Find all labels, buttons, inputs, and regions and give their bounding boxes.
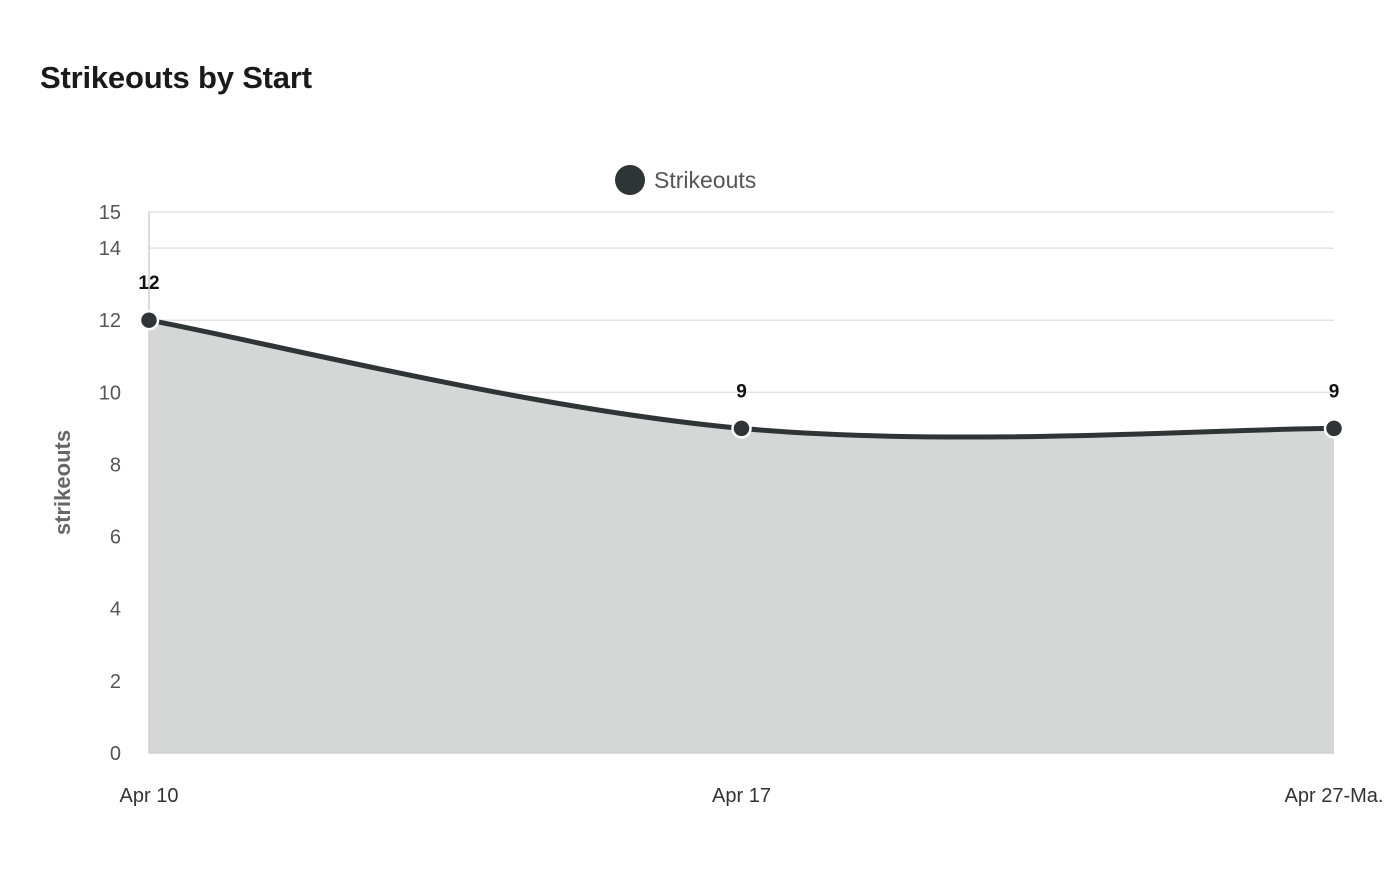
chart-title: Strikeouts by Start	[40, 60, 312, 95]
series-area-strikeouts	[149, 320, 1334, 753]
data-point[interactable]	[1323, 418, 1345, 439]
x-tick-label: Apr 17	[712, 785, 771, 807]
y-tick-label: 4	[110, 599, 121, 621]
data-label: 9	[1329, 381, 1340, 402]
data-point[interactable]	[138, 309, 160, 331]
y-tick-label: 15	[99, 202, 121, 224]
legend-label: Strikeouts	[654, 167, 756, 193]
data-labels: 12 9 9	[138, 273, 1339, 402]
x-tick-label: Apr 10	[120, 785, 179, 807]
legend-marker	[615, 165, 645, 195]
y-axis-title: strikeouts	[50, 430, 75, 535]
axes: 0 2 4 6 8 10 12 14 15 strikeouts Apr 10 Apr 17 Apr 2…	[50, 202, 1383, 807]
y-tick-label: 0	[110, 743, 121, 765]
data-point[interactable]	[731, 418, 752, 439]
y-tick-label: 2	[110, 671, 121, 693]
area-layer	[149, 320, 1334, 753]
y-tick-label: 10	[99, 382, 121, 404]
y-tick-label: 6	[110, 527, 121, 549]
data-label: 9	[736, 381, 747, 402]
data-label: 12	[138, 273, 159, 294]
y-tick-label: 8	[110, 454, 121, 476]
data-points	[138, 309, 1345, 439]
y-tick-label: 14	[99, 238, 121, 260]
y-tick-label: 12	[99, 310, 121, 332]
legend[interactable]: Strikeouts	[615, 165, 756, 195]
x-tick-label: Apr 27-Ma.	[1285, 785, 1384, 807]
